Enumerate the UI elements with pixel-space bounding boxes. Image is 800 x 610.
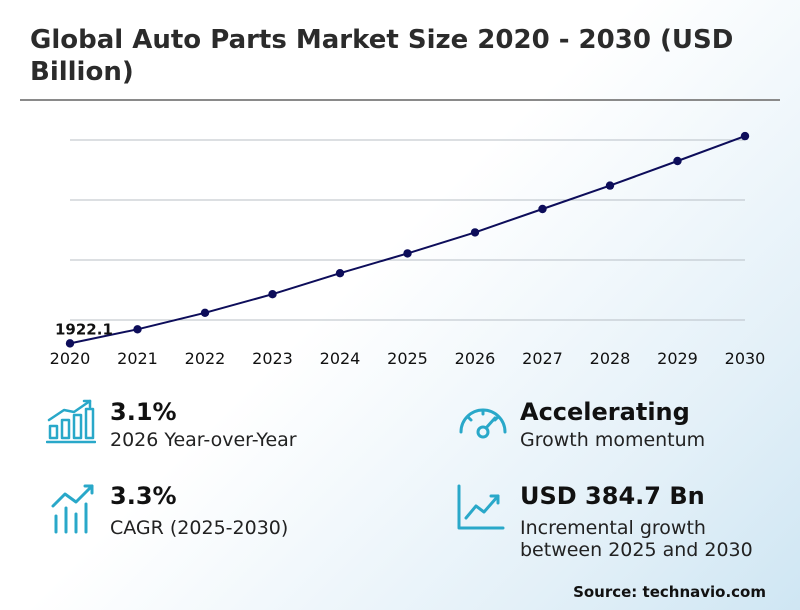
annotations: 1922.1 [55, 320, 113, 338]
stat-cagr: 3.3% CAGR (2025-2030) [50, 482, 380, 542]
stat-cagr-desc: CAGR (2025-2030) [110, 517, 289, 539]
series-line [69, 135, 746, 345]
data-point [673, 156, 682, 166]
x-tick-label: 2025 [387, 349, 428, 368]
grid-lines [70, 139, 745, 321]
source-credit: Source: technavio.com [573, 583, 766, 601]
x-tick-label: 2021 [117, 349, 158, 368]
data-point [200, 308, 210, 317]
data-label: 1922.1 [55, 320, 113, 338]
x-tick-label: 2027 [522, 349, 563, 368]
data-point [470, 228, 480, 237]
line-growth-icon [457, 484, 505, 530]
data-point [268, 290, 277, 299]
stat-momentum: Accelerating Growth momentum [456, 398, 776, 458]
stat-incremental: USD 384.7 Bn Incremental growth between … [456, 482, 786, 562]
stat-incremental-value: USD 384.7 Bn [520, 482, 705, 510]
x-tick-label: 2028 [590, 349, 631, 368]
x-tick-label: 2024 [320, 349, 361, 368]
speedometer-icon [459, 408, 507, 439]
stat-yoy-value: 3.1% [110, 398, 177, 426]
stat-momentum-desc: Growth momentum [520, 429, 706, 451]
stat-incremental-desc: Incremental growth between 2025 and 2030 [520, 517, 753, 561]
x-tick-labels: 2020 2021 2022 2023 2024 2025 2026 2027 2028 2029… [50, 349, 766, 368]
x-tick-label: 2026 [455, 349, 496, 368]
data-point [335, 269, 345, 278]
chart-title: Global Auto Parts Market Size 2020 - 203… [30, 25, 734, 87]
data-point [403, 249, 412, 258]
stat-yoy: 3.1% 2026 Year-over-Year [46, 398, 376, 458]
bar-growth-icon [46, 399, 96, 444]
stat-momentum-value: Accelerating [520, 398, 690, 426]
data-point [538, 204, 547, 214]
stat-yoy-desc: 2026 Year-over-Year [110, 429, 297, 451]
title-divider [20, 99, 780, 101]
series-line-layer [69, 135, 746, 345]
x-tick-label: 2030 [725, 349, 766, 368]
x-tick-label: 2023 [252, 349, 293, 368]
data-point [740, 131, 750, 141]
x-tick-label: 2029 [657, 349, 698, 368]
data-point [133, 325, 142, 334]
x-tick-label: 2020 [50, 349, 91, 368]
x-tick-label: 2022 [185, 349, 226, 368]
stat-cagr-value: 3.3% [110, 482, 177, 510]
line-chart: 2020 2021 2022 2023 2024 2025 2026 2027 2028 2029… [50, 131, 766, 368]
data-points [65, 131, 750, 348]
trend-bars-icon [51, 484, 94, 534]
data-point [65, 339, 75, 348]
data-point [605, 181, 615, 190]
